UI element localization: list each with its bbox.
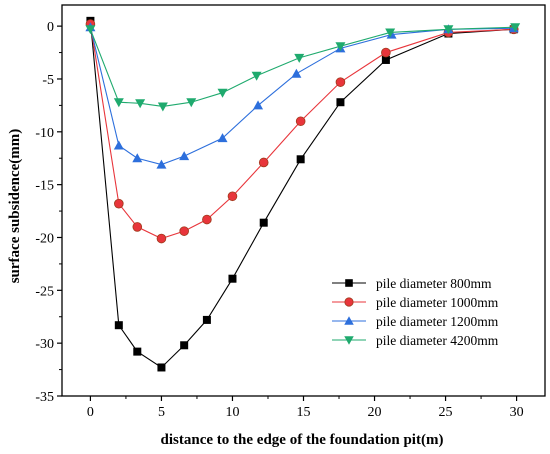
data-point <box>251 71 262 81</box>
data-point <box>114 321 123 330</box>
data-point <box>335 77 346 87</box>
legend-item: pile diameter 1000mm <box>332 295 499 310</box>
data-point <box>510 23 521 33</box>
legend-marker <box>344 336 354 345</box>
y-tick-label: -20 <box>35 231 54 246</box>
data-point <box>135 99 146 109</box>
data-point <box>336 98 345 107</box>
x-tick-label: 15 <box>297 405 311 420</box>
x-tick-label: 5 <box>158 405 165 420</box>
x-tick-label: 10 <box>225 405 239 420</box>
data-point <box>85 25 96 35</box>
data-point <box>291 68 302 78</box>
y-tick-label: -25 <box>35 284 54 299</box>
legend-item: pile diameter 4200mm <box>332 333 499 348</box>
data-point <box>202 214 212 225</box>
series-3 <box>85 22 519 169</box>
data-point <box>156 233 167 244</box>
data-point <box>114 198 124 209</box>
data-point <box>179 151 190 161</box>
data-point <box>157 363 166 372</box>
data-point <box>385 28 396 38</box>
legend-label: pile diameter 4200mm <box>376 333 499 348</box>
data-point <box>228 274 237 283</box>
series-line <box>89 26 516 108</box>
series-4 <box>85 23 521 112</box>
data-point <box>179 226 189 236</box>
legend-label: pile diameter 1200mm <box>376 314 499 329</box>
data-point <box>258 157 269 168</box>
data-point <box>294 53 305 63</box>
legend-marker <box>345 279 353 287</box>
data-point <box>132 153 143 163</box>
x-axis-ticks: 0 5 10 15 20 25 30 <box>87 396 524 420</box>
series-line <box>89 27 514 166</box>
data-point <box>217 133 228 143</box>
legend-item: pile diameter 1200mm <box>332 314 499 329</box>
y-tick-label: -5 <box>42 73 54 88</box>
data-point <box>335 42 346 52</box>
y-tick-label: -15 <box>35 179 54 194</box>
data-point <box>296 155 305 164</box>
legend-marker <box>344 316 354 325</box>
y-axis-ticks: 0 -5 -10 -15 -20 -25 -30 -35 <box>35 20 62 405</box>
data-point <box>157 102 168 112</box>
data-point <box>132 222 143 232</box>
y-tick-label: -10 <box>35 126 54 141</box>
data-point <box>113 140 124 150</box>
y-tick-label: -30 <box>35 337 54 352</box>
data-point <box>381 47 391 58</box>
y-tick-label: -35 <box>35 390 54 405</box>
x-tick-label: 20 <box>368 405 382 420</box>
data-point <box>156 159 167 169</box>
x-axis-title: distance to the edge of the foundation p… <box>161 432 444 448</box>
x-tick-label: 30 <box>510 405 524 420</box>
data-point <box>186 98 197 108</box>
legend-marker <box>344 297 354 307</box>
series-layer <box>85 16 521 372</box>
data-point <box>180 341 189 350</box>
data-point <box>381 55 390 64</box>
data-point <box>133 347 142 356</box>
data-point <box>443 25 454 35</box>
data-point <box>202 315 211 324</box>
data-point <box>227 191 238 202</box>
legend-label: pile diameter 800mm <box>376 276 492 291</box>
y-tick-label: 0 <box>47 20 54 35</box>
legend: pile diameter 800mm pile diameter 1000mm p… <box>332 276 499 348</box>
series-2 <box>85 19 519 244</box>
x-tick-label: 0 <box>87 405 94 420</box>
data-point <box>113 98 124 108</box>
x-tick-label: 25 <box>439 405 453 420</box>
legend-item: pile diameter 800mm <box>332 276 492 291</box>
data-point <box>217 88 228 98</box>
data-point <box>259 218 268 227</box>
legend-label: pile diameter 1000mm <box>376 295 499 310</box>
data-point <box>295 116 306 127</box>
y-axis-title: surface subsidence(mm) <box>7 129 23 284</box>
data-point <box>253 100 264 110</box>
